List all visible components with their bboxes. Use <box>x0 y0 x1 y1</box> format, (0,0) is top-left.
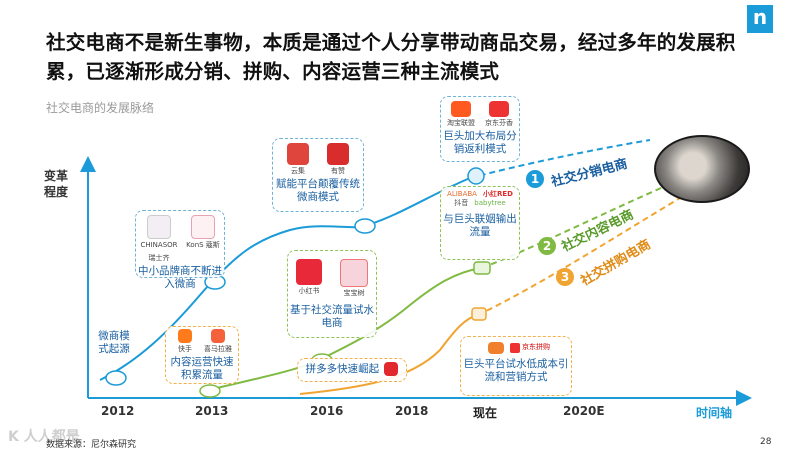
logo-label-xiaohongred: 小红RED <box>482 190 513 198</box>
source-footnote: 数据来源：尼尔森研究 <box>46 440 137 450</box>
box-xiaohongshu-text: 基于社交流量试水电商 <box>290 304 374 329</box>
babytree-logo-icon <box>340 259 368 287</box>
logo-label-yunji: 云集 <box>291 167 305 175</box>
logo-label-alibaba: ALIBABA <box>447 190 477 198</box>
jd-pingou-logo-icon <box>510 342 520 353</box>
kons-logo-icon <box>191 215 215 239</box>
brand-logo: n <box>747 5 773 33</box>
logo-label-taobao: 淘宝联盟 <box>447 119 475 127</box>
page-title: 社交电商不是新生事物，本质是通过个人分享带动商品交易，经过多年的发展积累，已逐渐… <box>46 31 736 83</box>
chinasor-logo-icon <box>147 215 171 239</box>
x-axis-label: 时间轴 <box>696 406 733 420</box>
box-neirong: 快手 喜马拉雅 内容运营快速积累流量 <box>165 326 239 384</box>
box-jutou-fx: 淘宝联盟 京东芬香 巨头加大布局分销返利模式 <box>440 96 520 162</box>
box-pinduoduo: 拼多多快速崛起 <box>297 358 407 382</box>
box-jutou-sy-text: 巨头平台试水低成本引流和营销方式 <box>463 358 569 383</box>
logo-label-jd-fx: 京东芬香 <box>485 119 513 127</box>
pinduoduo-logo-icon <box>384 362 399 376</box>
node-now-orange <box>471 307 487 321</box>
tick-2018: 2018 <box>395 404 429 418</box>
channel-badge-1: 1 <box>526 170 544 188</box>
tick-2013: 2013 <box>195 404 229 418</box>
youzan-logo-icon <box>327 143 349 165</box>
channel-badge-3: 3 <box>556 268 574 286</box>
box-jutou-sy: 京东拼购 巨头平台试水低成本引流和营销方式 <box>460 336 572 396</box>
logo-label-youzan: 有赞 <box>331 167 345 175</box>
logo-label-jd-pingou: 京东拼购 <box>522 343 550 351</box>
y-axis-label: 变革程度 <box>44 169 69 199</box>
logo-label-babytree: 宝宝树 <box>343 289 365 297</box>
tick-2020e: 2020E <box>563 404 605 418</box>
pinduoduo-small-logo-icon <box>488 341 504 354</box>
tick-2012: 2012 <box>101 404 135 418</box>
groupbuy-curve <box>299 314 479 395</box>
box-funeng: 云集 有赞 赋能平台颠覆传统微商模式 <box>272 138 364 212</box>
node-2016 <box>354 218 376 234</box>
logo-label-kuaishou: 快手 <box>178 345 192 353</box>
logo-label-babytree: babytree <box>474 199 506 207</box>
logo-label-douyin: 抖音 <box>454 199 469 207</box>
tick-2016: 2016 <box>310 404 344 418</box>
node-2012 <box>105 370 127 386</box>
box-weishang: 微商模式起源 <box>94 330 134 364</box>
kuaishou-logo-icon <box>178 329 192 343</box>
page-number: 28 <box>760 437 772 447</box>
box-jutou-lm: ALIBABA 小红RED 抖音 babytree 与巨头联姻输出流量 <box>440 186 520 260</box>
node-now-green <box>473 261 491 275</box>
ximalaya-logo-icon <box>211 329 225 343</box>
box-jutou-lm-text: 与巨头联姻输出流量 <box>443 213 517 238</box>
node-2013-green <box>199 384 221 398</box>
taobao-union-logo-icon <box>451 101 471 117</box>
box-weishang-text: 微商模式起源 <box>98 330 130 355</box>
yunji-logo-icon <box>287 143 309 165</box>
box-pinpai: CHINASOR 瑞士齐 KonS 蔻斯 中小品牌商不断进入微商 <box>135 210 225 290</box>
xiaohongshu-logo-icon <box>296 259 322 285</box>
page-subtitle: 社交电商的发展脉络 <box>46 101 155 115</box>
box-jutou-fx-text: 巨头加大布局分销返利模式 <box>443 130 517 155</box>
box-pinpai-text: 中小品牌商不断进入微商 <box>138 265 222 290</box>
tick-now: 现在 <box>473 406 498 420</box>
jd-fenxiang-logo-icon <box>489 101 509 117</box>
distribution-curve-ext <box>469 139 651 179</box>
node-now-blue <box>467 167 485 185</box>
content-curve <box>199 267 483 393</box>
box-xiaohongshu: 小红书 宝宝树 基于社交流量试水电商 <box>287 250 377 338</box>
box-pinduoduo-text: 拼多多快速崛起 <box>305 363 380 375</box>
logo-label-chinasor: CHINASOR 瑞士齐 <box>140 241 178 262</box>
box-neirong-text: 内容运营快速积累流量 <box>170 356 234 381</box>
logo-label-ximalaya: 喜马拉雅 <box>204 345 232 353</box>
business-meeting-photo <box>654 135 750 203</box>
logo-label-xhs: 小红书 <box>298 287 320 295</box>
channel-badge-2: 2 <box>538 237 556 255</box>
groupbuy-curve-ext <box>477 197 681 316</box>
watermark-text: K 人人都是 <box>8 429 80 445</box>
logo-label-kons: KonS 蔻斯 <box>186 241 220 249</box>
box-funeng-text: 赋能平台颠覆传统微商模式 <box>276 178 360 203</box>
